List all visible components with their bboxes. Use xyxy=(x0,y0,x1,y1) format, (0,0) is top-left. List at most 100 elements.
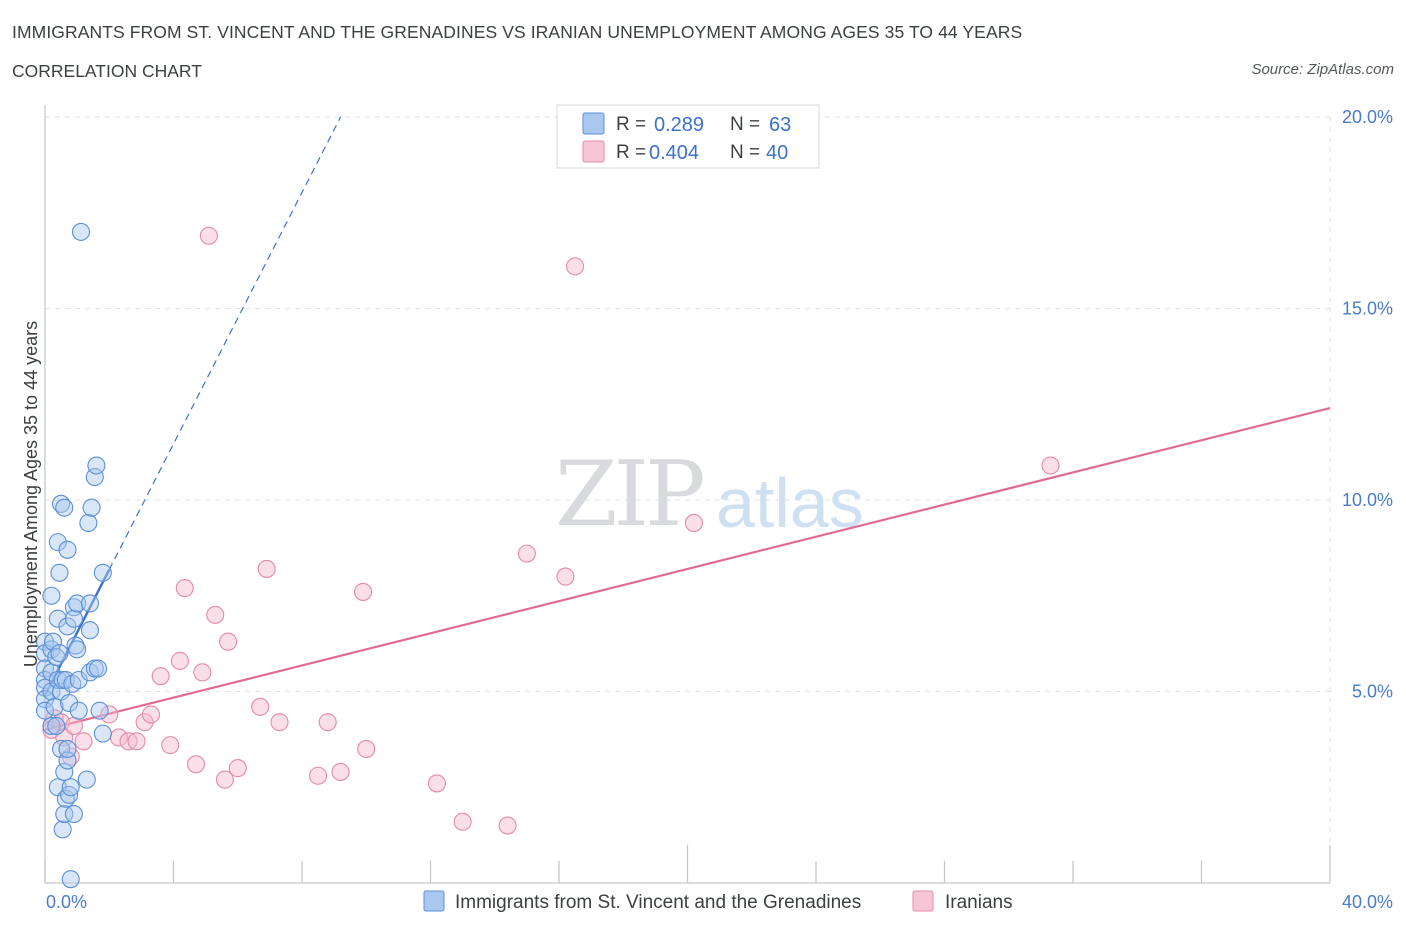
iranians-point xyxy=(151,667,170,686)
watermark: ZIP atlas xyxy=(555,442,864,547)
vincentian-point xyxy=(77,770,96,789)
vincentian-point xyxy=(50,644,69,663)
chart-title: IMMIGRANTS FROM ST. VINCENT AND THE GREN… xyxy=(12,22,1023,42)
vincentian-points xyxy=(35,222,112,889)
iranians-point xyxy=(215,770,234,789)
vincentian-point xyxy=(43,632,63,651)
vincentian-point xyxy=(35,701,55,720)
iranians-point xyxy=(186,755,206,774)
vincentian-point xyxy=(80,594,100,613)
legend-swatch-blue xyxy=(582,112,605,135)
iranians-point xyxy=(251,697,270,716)
legend-n-value-pink: 40 xyxy=(766,142,788,164)
vincentian-point xyxy=(55,498,74,517)
trendlines xyxy=(43,116,1331,731)
vincentian-point xyxy=(71,222,91,241)
legend-label-vincentian: Immigrants from St. Vincent and the Gren… xyxy=(455,892,861,913)
legend-r-value-pink: 0.404 xyxy=(649,142,699,164)
vincentian-point xyxy=(85,467,104,487)
vincentian-point xyxy=(61,870,80,889)
y-tick-label: 10.0% xyxy=(1342,490,1393,510)
vincentian-point xyxy=(64,609,83,628)
chart-subtitle: CORRELATION CHART xyxy=(12,61,202,81)
watermark-zip: ZIP xyxy=(555,442,703,547)
iranians-point xyxy=(141,705,161,724)
stats-legend: R = 0.289 N = 63 R = 0.404 N = 40 xyxy=(556,104,820,169)
legend-n-value-blue: 63 xyxy=(769,114,791,136)
iranians-point xyxy=(427,774,446,793)
vincentian-point xyxy=(93,563,112,582)
iranians-point xyxy=(684,513,703,533)
vincentian-point xyxy=(79,513,98,533)
vincentian-point xyxy=(42,682,61,701)
iranians-point xyxy=(228,759,247,778)
iranians-point xyxy=(64,716,83,736)
watermark-atlas: atlas xyxy=(716,464,864,542)
iranians-point xyxy=(309,766,328,785)
legend-n-label-pink: N = xyxy=(730,142,760,163)
iranians-point xyxy=(453,812,472,831)
vincentian-point xyxy=(82,498,101,517)
vincentian-point xyxy=(48,533,67,552)
vincentian-point xyxy=(64,805,83,824)
vincentian-point xyxy=(55,762,74,781)
iranians-trendline xyxy=(44,407,1331,731)
iranians-point xyxy=(270,713,289,732)
iranians-point xyxy=(318,713,337,732)
iranians-point xyxy=(193,663,212,682)
iranians-point xyxy=(74,732,93,751)
legend-r-label-pink: R = xyxy=(616,142,646,163)
iranians-point xyxy=(517,544,536,563)
vincentian-point xyxy=(58,739,77,759)
vincentian-point xyxy=(35,670,55,690)
iranians-point xyxy=(556,567,575,586)
iranians-point xyxy=(127,732,146,751)
iranians-point xyxy=(1041,456,1060,475)
vincentian-point xyxy=(48,609,67,628)
vincentian-point xyxy=(58,540,77,559)
iranians-point xyxy=(357,739,376,759)
legend-swatch-vincentian xyxy=(423,890,445,912)
iranians-point xyxy=(498,816,517,835)
iranians-point xyxy=(257,559,276,578)
axes xyxy=(44,105,1331,884)
vincentian-point xyxy=(90,701,109,720)
x-tick-label-min: 0.0% xyxy=(46,892,87,912)
iranians-point xyxy=(353,582,373,601)
iranians-point xyxy=(199,226,218,245)
vincentian-point xyxy=(47,716,66,736)
y-tick-label: 5.0% xyxy=(1352,682,1393,702)
iranians-point xyxy=(170,651,189,670)
vincentian-point xyxy=(60,785,79,804)
iranians-point xyxy=(331,762,350,781)
iranians-point xyxy=(135,713,154,732)
y-tick-label: 15.0% xyxy=(1342,299,1393,319)
legend-n-label-blue: N = xyxy=(730,114,760,135)
legend-r-label-blue: R = xyxy=(616,114,646,135)
vincentian-point xyxy=(69,701,88,720)
vincentian-point xyxy=(87,456,106,475)
series-legend: Immigrants from St. Vincent and the Gren… xyxy=(423,890,1013,913)
vincentian-point xyxy=(68,640,87,659)
iranians-point xyxy=(206,605,225,624)
vincentian-point xyxy=(55,805,74,824)
iranians-point xyxy=(161,736,180,755)
legend-swatch-iranians xyxy=(912,890,934,912)
iranians-point xyxy=(175,579,194,598)
vincentian-point xyxy=(88,659,108,678)
y-axis-label: Unemployment Among Ages 35 to 44 years xyxy=(21,321,41,667)
legend-r-value-blue: 0.289 xyxy=(654,114,704,136)
vincentian-point xyxy=(58,617,77,636)
vincentian-point xyxy=(61,778,80,797)
vincentian-point xyxy=(52,739,71,759)
x-tick-label-max: 40.0% xyxy=(1342,892,1393,912)
vincentian-point xyxy=(93,724,112,743)
vincentian-point xyxy=(60,693,79,713)
source-label: Source: ZipAtlas.com xyxy=(1251,61,1394,78)
vincentian-point xyxy=(80,621,100,640)
y-tick-labels: 5.0% 10.0% 15.0% 20.0% xyxy=(1342,107,1393,702)
legend-swatch-pink xyxy=(582,140,605,163)
vincentian-point xyxy=(42,586,61,605)
vincentian-point xyxy=(68,594,87,613)
